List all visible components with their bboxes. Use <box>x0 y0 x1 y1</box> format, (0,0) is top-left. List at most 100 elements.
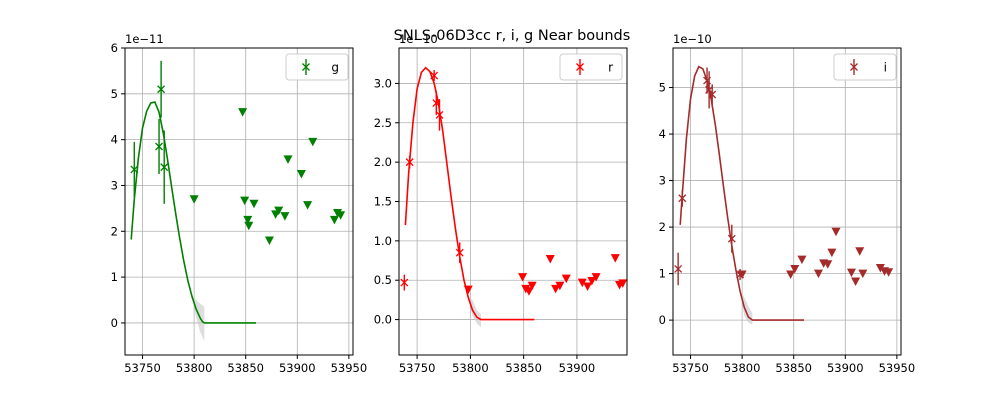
subplot-g: 53750 53800 53850 53900 53950 0 1 2 3 4 5 6 1e−11 g <box>111 32 367 375</box>
y-tick-label: 0.5 <box>374 273 392 287</box>
model-uncertainty-band <box>731 245 753 325</box>
upper-limit-marker <box>240 196 250 206</box>
x-tick-label: 53800 <box>176 361 213 375</box>
y-tick-label: 5 <box>659 81 666 95</box>
upper-limit-marker <box>737 270 747 280</box>
x-tick-label: 53900 <box>827 361 864 375</box>
upper-limit-marker <box>296 170 306 179</box>
model-curve <box>130 101 256 324</box>
y-tick-label: 2.0 <box>374 155 392 169</box>
upper-limit-marker <box>274 206 284 216</box>
y-tick-label: 5 <box>111 87 118 101</box>
axis-offset-label: 1e−11 <box>125 32 164 46</box>
upper-limit-marker <box>831 227 841 237</box>
x-tick-label: 53950 <box>879 361 916 375</box>
x-tick-label: 53900 <box>279 361 316 375</box>
detection-marker <box>400 278 409 287</box>
upper-limit-marker <box>555 281 565 291</box>
detection-marker <box>405 158 414 167</box>
y-tick-label: 1 <box>659 267 666 281</box>
upper-limit-marker <box>329 215 339 225</box>
upper-limit-marker <box>610 254 620 263</box>
upper-limit-marker <box>786 270 796 280</box>
axis-offset-label: 1e−10 <box>673 32 712 46</box>
legend-box <box>285 53 349 81</box>
model-curve <box>404 66 535 321</box>
model-curve <box>679 65 804 321</box>
y-tick-label: 1.0 <box>374 234 392 248</box>
y-tick-label: 2 <box>659 220 666 234</box>
y-tick-label: 3 <box>111 178 118 192</box>
legend-marker <box>302 63 310 71</box>
detection-marker <box>432 99 441 108</box>
x-tick-label: 53850 <box>505 361 542 375</box>
y-tick-label: 4 <box>659 127 666 141</box>
upper-limit-marker <box>577 278 587 288</box>
detection-marker <box>674 264 683 273</box>
upper-limit-marker <box>527 281 537 291</box>
x-tick-label: 53900 <box>559 361 596 375</box>
upper-limit-marker <box>545 254 555 264</box>
detection-marker <box>435 110 444 119</box>
x-tick-label: 53800 <box>724 361 761 375</box>
y-tick-label: 1 <box>111 270 118 284</box>
upper-limit-marker <box>551 284 561 294</box>
detection-marker <box>455 248 464 257</box>
detection-marker <box>705 85 714 94</box>
x-tick-label: 53950 <box>331 361 368 375</box>
detection-marker <box>130 165 139 174</box>
y-tick-label: 6 <box>111 41 118 55</box>
upper-limit-marker <box>813 269 823 279</box>
upper-limit-marker <box>249 199 259 209</box>
detection-marker <box>157 85 166 94</box>
upper-limit-marker <box>823 260 833 269</box>
y-tick-label: 0.0 <box>374 313 392 327</box>
upper-limit-marker <box>591 273 601 282</box>
y-tick-label: 2 <box>111 224 118 238</box>
upper-limit-marker <box>238 108 248 117</box>
subplot-i: 53750 53800 53850 53900 53950 0 1 2 3 4 5 1e−10 i <box>659 32 915 375</box>
y-tick-label: 1.5 <box>374 195 392 209</box>
upper-limit-marker <box>618 279 628 288</box>
x-tick-label: 53750 <box>399 361 436 375</box>
upper-limit-marker <box>524 287 534 296</box>
upper-limit-marker <box>587 277 597 286</box>
upper-limit-marker <box>858 269 868 279</box>
upper-limit-marker <box>244 221 254 231</box>
upper-limit-marker <box>264 236 274 245</box>
axes-frame <box>672 47 902 356</box>
upper-limit-marker <box>851 277 861 287</box>
upper-limit-marker <box>308 137 318 147</box>
detection-marker <box>678 194 687 203</box>
subplot-r: 53750 53800 53850 53900 0.0 0.5 1.0 1.5 2.0 2.5 3.… <box>374 32 628 375</box>
detection-marker <box>430 71 439 80</box>
legend-label: i <box>884 61 887 75</box>
x-tick-label: 53750 <box>672 361 709 375</box>
y-tick-label: 2.5 <box>374 116 392 130</box>
x-tick-label: 53800 <box>452 361 489 375</box>
legend-marker <box>850 63 858 71</box>
upper-limit-marker <box>303 201 313 210</box>
x-tick-label: 53850 <box>227 361 264 375</box>
upper-limit-marker <box>790 264 800 274</box>
upper-limit-marker <box>463 285 473 295</box>
y-tick-label: 3.0 <box>374 76 392 90</box>
figure-title: SNLS-06D3cc r, i, g Near bounds <box>394 28 631 44</box>
y-tick-label: 0 <box>659 313 666 327</box>
upper-limit-marker <box>518 273 528 282</box>
axis-offset-label: 1e−10 <box>399 32 438 46</box>
upper-limit-marker <box>884 268 894 277</box>
upper-limit-marker <box>280 212 290 221</box>
model-uncertainty-band <box>459 256 481 328</box>
y-tick-label: 3 <box>659 174 666 188</box>
y-tick-label: 4 <box>111 133 118 147</box>
upper-limit-marker <box>283 155 293 164</box>
x-tick-label: 53850 <box>775 361 812 375</box>
upper-limit-marker <box>561 274 571 284</box>
upper-limit-marker <box>875 264 885 273</box>
upper-limit-marker <box>189 195 199 204</box>
upper-limit-marker <box>797 255 807 265</box>
legend-marker <box>576 63 584 71</box>
